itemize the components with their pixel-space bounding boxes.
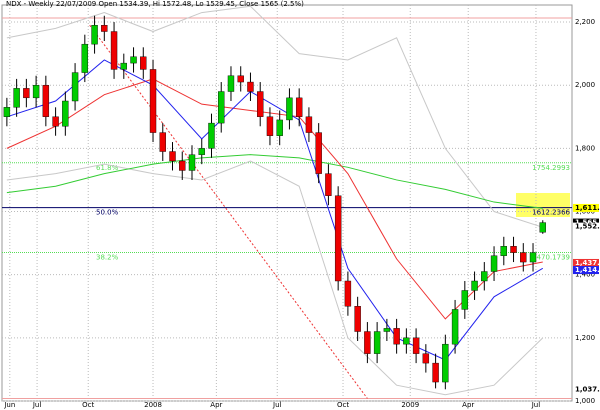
candle-body <box>334 195 342 282</box>
candle-body <box>500 246 507 256</box>
y-tick-label: 1,800 <box>575 144 595 152</box>
moving-average <box>6 5 543 228</box>
candle-body <box>3 107 11 117</box>
y-tick-label: 1,000 <box>575 397 595 405</box>
price-tag-box <box>573 385 599 394</box>
trend-line <box>89 24 368 399</box>
price-tag-label: 1,437.09 <box>575 259 600 267</box>
candle-body <box>490 255 498 272</box>
fib-value: 1612.2366 <box>532 209 570 217</box>
moving-average <box>6 160 544 396</box>
candle-body <box>188 154 196 171</box>
x-tick-label: Jul <box>531 401 541 409</box>
candle-body <box>412 337 420 354</box>
fib-ratio: 61.8% <box>96 164 119 172</box>
price-tag-label: 1,565 <box>575 219 597 227</box>
x-tick-label: Jul <box>32 401 42 409</box>
price-tag-box <box>573 203 599 212</box>
candle-body <box>286 97 293 121</box>
x-tick-label: 2008 <box>144 401 162 409</box>
candle-body <box>23 88 30 99</box>
moving-average <box>6 59 544 361</box>
price-tag-box <box>573 266 599 275</box>
x-tick-label: Oct <box>337 401 349 409</box>
candle-body <box>383 328 391 332</box>
candle-body <box>169 151 176 162</box>
candle-body <box>451 309 459 345</box>
price-tag-label: 1,552.2 <box>575 223 600 231</box>
candle-body <box>510 246 517 253</box>
candle-body <box>325 173 332 196</box>
x-tick-label: Apr <box>462 401 474 409</box>
x-tick-label: Oct <box>82 401 94 409</box>
candle-body <box>149 69 157 133</box>
candle-body <box>266 116 274 136</box>
candle-body <box>218 91 225 124</box>
candle-body <box>120 62 127 70</box>
candle-body <box>130 56 137 64</box>
candle-body <box>257 91 264 117</box>
y-tick-label: 2,000 <box>575 81 595 89</box>
fib-ratio: 38.2% <box>96 254 119 262</box>
price-tag-label: 1,414.69 <box>575 266 600 274</box>
fib-ratio: 50.0% <box>96 209 119 217</box>
candle-body <box>62 100 69 127</box>
candle-body <box>208 122 215 149</box>
candle-body <box>461 290 469 310</box>
candle-body <box>295 97 303 117</box>
candle-body <box>422 353 430 364</box>
candle-body <box>140 56 147 70</box>
candle-body <box>344 280 352 307</box>
candle-body <box>247 81 254 92</box>
x-tick-label: Jun <box>3 401 15 409</box>
plot-frame <box>1 4 573 402</box>
x-tick-label: 2009 <box>401 401 419 409</box>
candle-body <box>393 328 400 345</box>
fib-value: 1470.1739 <box>532 254 570 262</box>
y-tick-label: 1,200 <box>575 334 595 342</box>
candle-body <box>432 362 439 383</box>
candle-body <box>529 252 537 263</box>
candle-body <box>101 25 108 32</box>
candle-body <box>364 331 371 354</box>
candle-body <box>539 222 546 233</box>
price-tag-label: 1,611.33 <box>575 204 600 212</box>
candle-body <box>237 75 244 83</box>
candle-body <box>481 271 488 282</box>
x-tick-label: Apr <box>210 401 222 409</box>
candle-body <box>52 116 59 127</box>
candle-body <box>305 116 313 133</box>
candle-body <box>179 160 186 171</box>
candle-body <box>227 75 235 92</box>
candle-body <box>198 148 205 155</box>
candle-body <box>81 43 89 73</box>
candle-body <box>442 343 449 383</box>
price-tag-box <box>573 222 599 231</box>
candle-body <box>91 25 98 45</box>
price-tag-box <box>573 218 599 227</box>
price-tag-box <box>573 258 599 267</box>
y-tick-label: 1,400 <box>575 271 595 279</box>
x-tick-label: Jul <box>272 401 282 409</box>
candle-body <box>42 85 50 117</box>
candle-body <box>520 252 527 263</box>
candle-body <box>276 119 283 136</box>
y-tick-label: 2,200 <box>575 18 595 26</box>
candle-body <box>354 306 361 332</box>
chart-title: NDX - Weekly 22/07/2009 Open 1534.39, Hi… <box>6 0 304 8</box>
candle-body <box>13 88 20 108</box>
candle-body <box>110 31 118 70</box>
candle-body <box>471 280 478 291</box>
candle-body <box>159 132 166 152</box>
fib-value: 1754.2993 <box>532 164 570 172</box>
moving-average <box>6 154 543 209</box>
highlight-box <box>516 193 570 217</box>
candle-body <box>32 85 40 99</box>
candle-body <box>403 337 410 345</box>
candle-body <box>373 331 381 354</box>
candle-body <box>315 132 322 174</box>
price-tag-label: 1,037.05 <box>575 385 600 393</box>
candle-body <box>71 72 79 102</box>
